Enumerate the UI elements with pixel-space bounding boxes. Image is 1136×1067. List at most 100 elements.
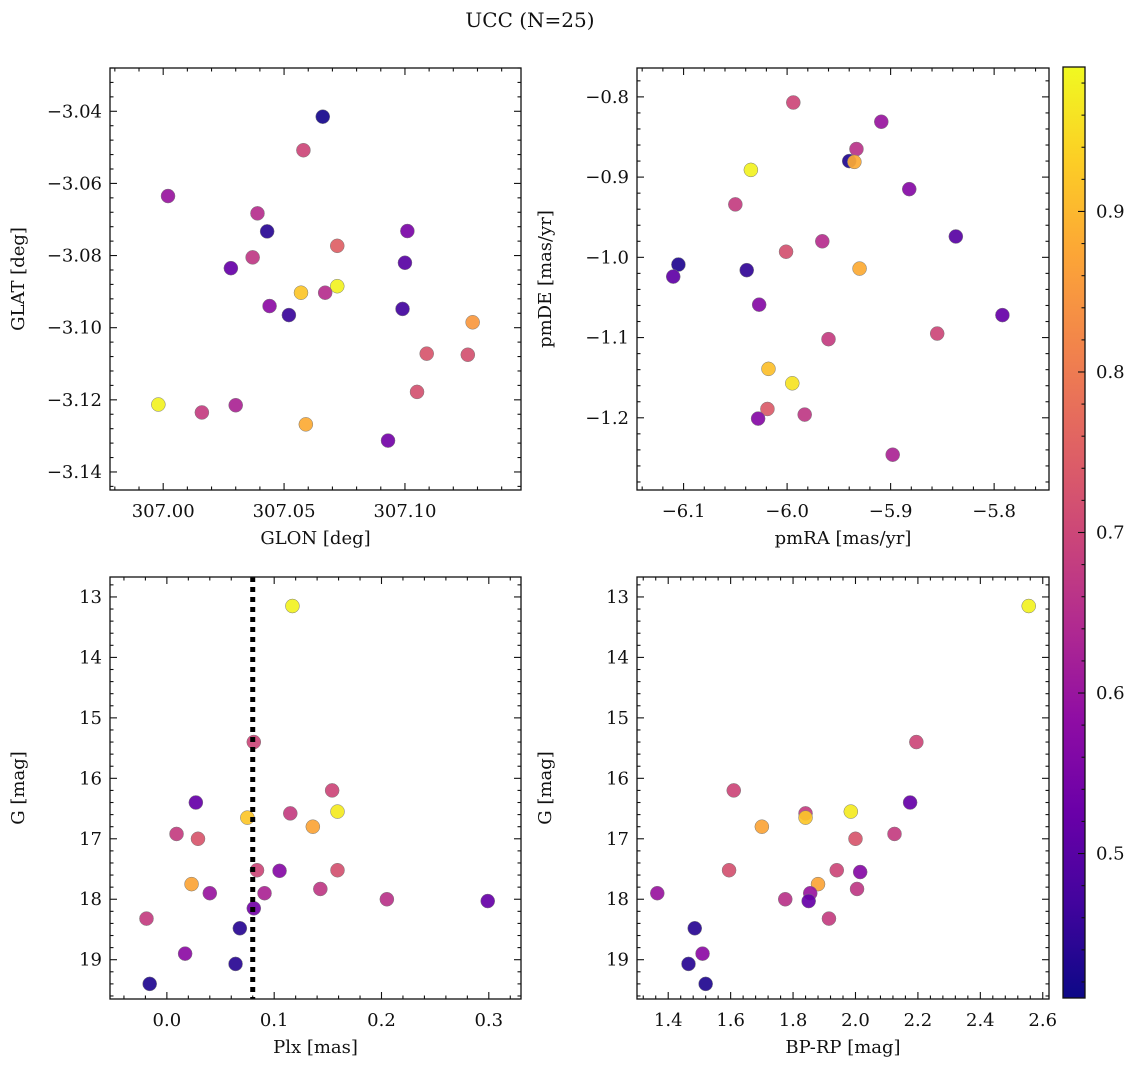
scatter-point: [249, 862, 265, 878]
axis-ticks: [110, 577, 521, 999]
scatter-point: [139, 911, 154, 926]
x-tick-label: 0.0: [153, 1010, 182, 1031]
x-tick-label: 1.6: [716, 1010, 745, 1031]
scatter-point: [151, 397, 166, 412]
y-tick-label: −3.06: [47, 173, 102, 194]
scatter-points: [151, 109, 480, 448]
y-tick-label: 14: [606, 647, 629, 668]
scatter-point: [829, 862, 845, 878]
scatter-point: [281, 307, 297, 323]
scatter-point: [379, 891, 395, 907]
x-tick-label: 307.10: [373, 501, 436, 522]
scatter-points: [665, 95, 1010, 462]
y-tick-label: 18: [606, 889, 629, 910]
scatter-point: [293, 285, 309, 300]
y-axis-label: pmDE [mas/yr]: [535, 210, 556, 348]
x-tick-label: 2.2: [904, 1010, 933, 1031]
colorbar-tick-label: 0.7: [1096, 523, 1125, 544]
scatter-point: [698, 976, 713, 992]
scatter-point: [885, 447, 900, 462]
scatter-point: [786, 95, 801, 110]
scatter-point: [754, 819, 770, 834]
scatter-point: [194, 405, 210, 420]
x-axis-label: Plx [mas]: [273, 1037, 358, 1058]
axes-frame: [109, 67, 522, 491]
scatter-point: [480, 893, 495, 909]
scatter-point: [778, 891, 793, 907]
colorbar-ticks: [1078, 82, 1085, 983]
scatter-point: [177, 946, 193, 961]
axes-frame: [109, 576, 522, 1000]
axis-ticks: [637, 577, 1049, 999]
scatter-point: [843, 804, 859, 819]
scatter-point: [400, 223, 415, 239]
x-tick-label: 2.0: [841, 1010, 870, 1031]
y-tick-label: 17: [79, 829, 102, 850]
scatter-point: [751, 297, 767, 312]
x-tick-label: 0.2: [367, 1010, 396, 1031]
scatter-point: [202, 885, 218, 901]
scatter-point: [847, 154, 862, 170]
colorbar: 0.5 0.6 0.7 0.8 0.9: [1062, 66, 1125, 999]
y-tick-label: −1.1: [585, 328, 629, 349]
scatter-point: [739, 262, 754, 278]
scatter-point: [259, 224, 275, 239]
x-axis-label: BP-RP [mag]: [785, 1037, 900, 1058]
y-tick-label: 19: [79, 950, 102, 971]
scatter-point: [296, 142, 311, 158]
scatter-point: [223, 260, 239, 276]
axes-frame: [636, 576, 1050, 1000]
y-tick-label: 15: [606, 708, 629, 729]
scatter-point: [902, 795, 918, 810]
scatter-point: [283, 806, 298, 821]
scatter-point: [801, 893, 816, 909]
y-tick-label: 13: [79, 587, 102, 608]
scatter-point: [330, 804, 345, 819]
y-tick-label: −3.10: [47, 318, 102, 339]
scatter-point: [262, 298, 277, 314]
scatter-point: [750, 411, 766, 426]
scatter-point: [313, 881, 328, 897]
y-tick-label: −3.04: [47, 101, 102, 122]
scatter-point: [815, 234, 830, 249]
panel-1: 307.00 307.05 307.10 −3.14 −3.12 −3.10 −3.08 −3…: [8, 67, 522, 549]
scatter-point: [650, 885, 665, 901]
scatter-point: [285, 598, 300, 614]
axis-ticks: [637, 68, 1049, 490]
scatter-point: [272, 863, 287, 879]
y-tick-label: 13: [606, 587, 629, 608]
scatter-point: [887, 826, 902, 842]
panel-2: −6.1 −6.0 −5.9 −5.8 −1.2 −1.1 −1.0 −0.9 −0.8 pmRA…: [535, 67, 1050, 549]
scatter-point: [330, 278, 345, 294]
scatter-point: [821, 911, 837, 926]
y-tick-label: −3.14: [47, 462, 102, 483]
x-tick-label: 2.4: [966, 1010, 995, 1031]
x-axis-label: pmRA [mas/yr]: [775, 528, 912, 549]
scatter-point: [665, 269, 681, 284]
scatter-point: [397, 255, 413, 271]
colorbar-gradient: [1063, 67, 1085, 998]
scatter-point: [743, 162, 759, 178]
y-tick-label: 16: [79, 768, 102, 789]
scatter-point: [419, 346, 434, 361]
scatter-point: [395, 301, 410, 317]
y-tick-label: 15: [79, 708, 102, 729]
y-tick-label: −1.0: [585, 247, 629, 268]
y-tick-label: −3.08: [47, 246, 102, 267]
scatter-point: [721, 862, 737, 878]
y-tick-label: −3.12: [47, 390, 102, 411]
scatter-point: [1021, 598, 1036, 614]
x-tick-label: −6.1: [662, 501, 706, 522]
scatter-point: [188, 795, 204, 810]
scatter-point: [778, 244, 794, 259]
scatter-point: [929, 326, 945, 341]
y-tick-label: 17: [606, 829, 629, 850]
scatter-point: [852, 864, 868, 880]
y-tick-label: −0.9: [585, 167, 629, 188]
scatter-point: [798, 810, 813, 825]
scatter-point: [948, 229, 964, 244]
y-tick-label: 19: [606, 950, 629, 971]
colorbar-tick-label: 0.9: [1096, 201, 1125, 222]
scatter-point: [728, 197, 743, 212]
